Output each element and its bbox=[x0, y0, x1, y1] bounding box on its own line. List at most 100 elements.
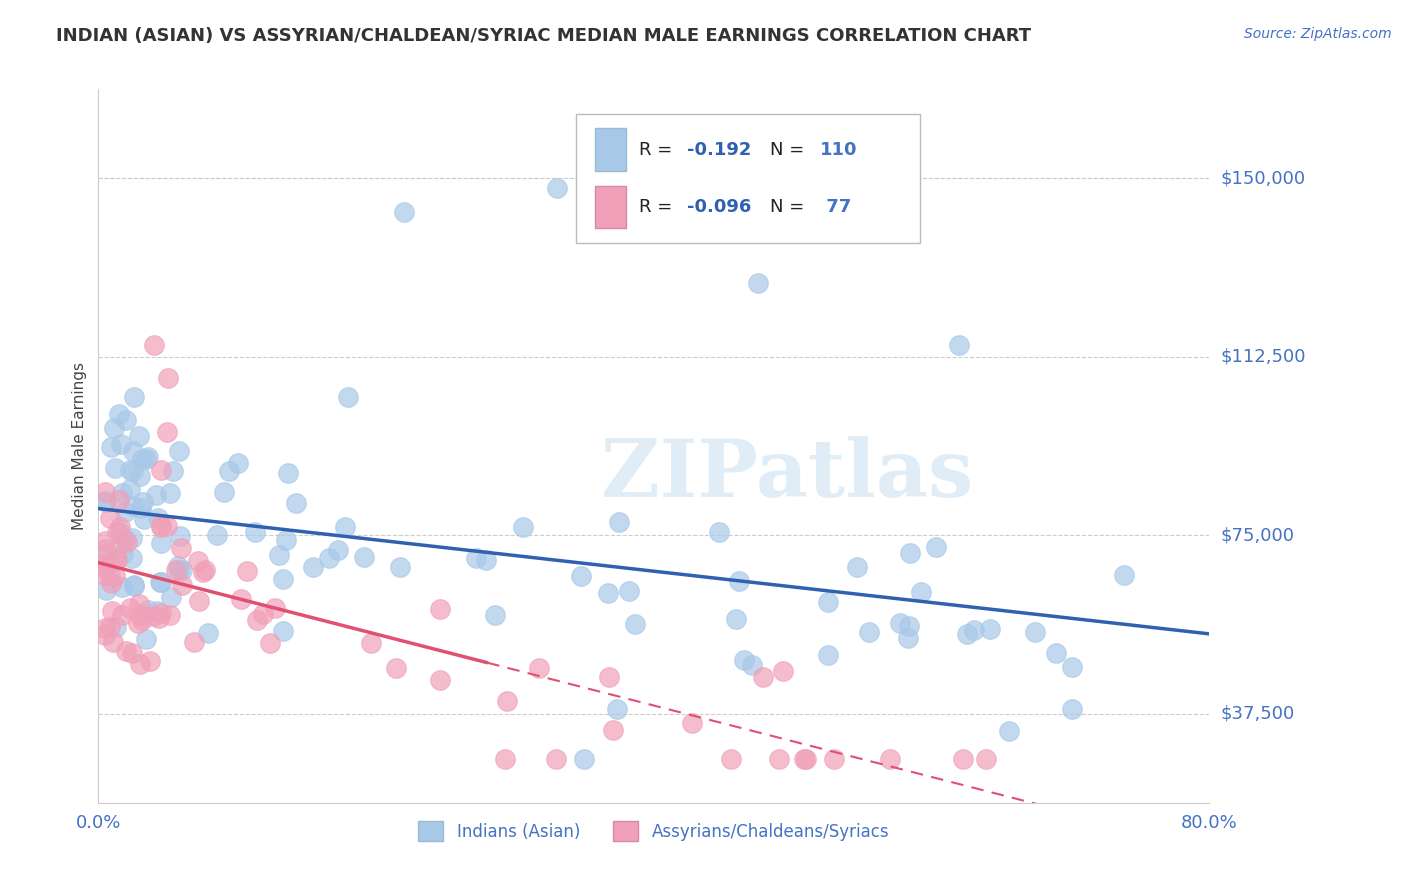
Point bbox=[149, 518, 172, 533]
Point bbox=[512, 520, 534, 534]
Point bbox=[149, 574, 172, 589]
Point bbox=[94, 542, 117, 557]
Point bbox=[105, 525, 128, 540]
FancyBboxPatch shape bbox=[595, 128, 626, 171]
Point bbox=[103, 421, 125, 435]
Point bbox=[900, 546, 922, 560]
Point bbox=[103, 634, 125, 648]
Text: N =: N = bbox=[770, 198, 810, 216]
Point bbox=[925, 540, 948, 554]
Point bbox=[429, 673, 451, 687]
Point bbox=[956, 627, 979, 641]
Point bbox=[162, 464, 184, 478]
Point bbox=[1045, 646, 1067, 660]
Point bbox=[243, 525, 266, 540]
Point bbox=[360, 635, 382, 649]
Text: ZIPatlas: ZIPatlas bbox=[600, 435, 973, 514]
Text: 110: 110 bbox=[821, 141, 858, 159]
Point bbox=[724, 612, 747, 626]
Point bbox=[172, 578, 194, 592]
Point bbox=[231, 592, 253, 607]
Point bbox=[768, 752, 790, 766]
Point bbox=[212, 485, 235, 500]
Point bbox=[159, 607, 181, 622]
Point bbox=[115, 644, 138, 658]
Point bbox=[145, 488, 167, 502]
Point bbox=[132, 494, 155, 508]
Point bbox=[727, 574, 749, 589]
Point bbox=[392, 204, 415, 219]
Point bbox=[150, 536, 173, 550]
Point bbox=[129, 500, 152, 515]
Point bbox=[141, 608, 163, 623]
Point bbox=[108, 493, 131, 508]
Point bbox=[94, 494, 117, 508]
Point bbox=[546, 181, 568, 195]
Point bbox=[226, 456, 249, 470]
Point bbox=[129, 657, 152, 672]
Point bbox=[108, 407, 131, 421]
Text: R =: R = bbox=[640, 141, 678, 159]
Point bbox=[218, 465, 240, 479]
Point bbox=[191, 565, 214, 579]
Point bbox=[114, 533, 136, 547]
Point bbox=[94, 485, 117, 500]
Point bbox=[94, 533, 117, 548]
Point bbox=[963, 624, 986, 638]
Point bbox=[602, 723, 624, 737]
Text: $37,500: $37,500 bbox=[1220, 705, 1295, 723]
Point bbox=[121, 646, 143, 660]
Point bbox=[465, 550, 488, 565]
Point bbox=[187, 554, 209, 568]
Point bbox=[385, 660, 408, 674]
Point bbox=[94, 621, 117, 635]
Point bbox=[122, 578, 145, 592]
Point bbox=[98, 511, 121, 525]
Point bbox=[96, 495, 118, 509]
Point bbox=[318, 551, 340, 566]
Point bbox=[104, 568, 127, 582]
Point bbox=[274, 533, 297, 547]
Point bbox=[846, 559, 869, 574]
Point bbox=[105, 552, 128, 566]
Point bbox=[105, 620, 128, 634]
Point bbox=[617, 583, 640, 598]
Point bbox=[494, 752, 516, 766]
Text: Source: ZipAtlas.com: Source: ZipAtlas.com bbox=[1244, 27, 1392, 41]
Point bbox=[114, 505, 136, 519]
Point bbox=[111, 547, 134, 561]
Point bbox=[193, 563, 215, 577]
Point bbox=[948, 338, 970, 352]
Text: $150,000: $150,000 bbox=[1220, 169, 1305, 187]
Point bbox=[138, 450, 160, 465]
Point bbox=[127, 615, 149, 630]
Point bbox=[124, 578, 146, 592]
Point bbox=[121, 551, 143, 566]
Point bbox=[544, 752, 567, 766]
Point bbox=[1062, 702, 1084, 716]
Point bbox=[707, 524, 730, 539]
Point bbox=[156, 371, 179, 385]
Point bbox=[772, 664, 794, 678]
Point bbox=[118, 462, 141, 476]
Point bbox=[167, 563, 190, 577]
Point bbox=[337, 390, 360, 404]
Point bbox=[121, 531, 143, 545]
Point bbox=[111, 486, 134, 500]
Point bbox=[150, 463, 173, 477]
Text: -0.096: -0.096 bbox=[688, 198, 751, 216]
Point bbox=[134, 512, 156, 526]
Point bbox=[183, 635, 205, 649]
Point bbox=[148, 611, 170, 625]
Point bbox=[259, 636, 281, 650]
Point bbox=[100, 568, 122, 582]
Point bbox=[607, 516, 630, 530]
Point bbox=[115, 413, 138, 427]
Point bbox=[136, 603, 159, 617]
Point bbox=[496, 694, 519, 708]
Point bbox=[156, 425, 179, 440]
Point bbox=[159, 590, 181, 604]
Point bbox=[998, 723, 1021, 738]
Point bbox=[817, 648, 839, 662]
Point bbox=[146, 604, 169, 618]
